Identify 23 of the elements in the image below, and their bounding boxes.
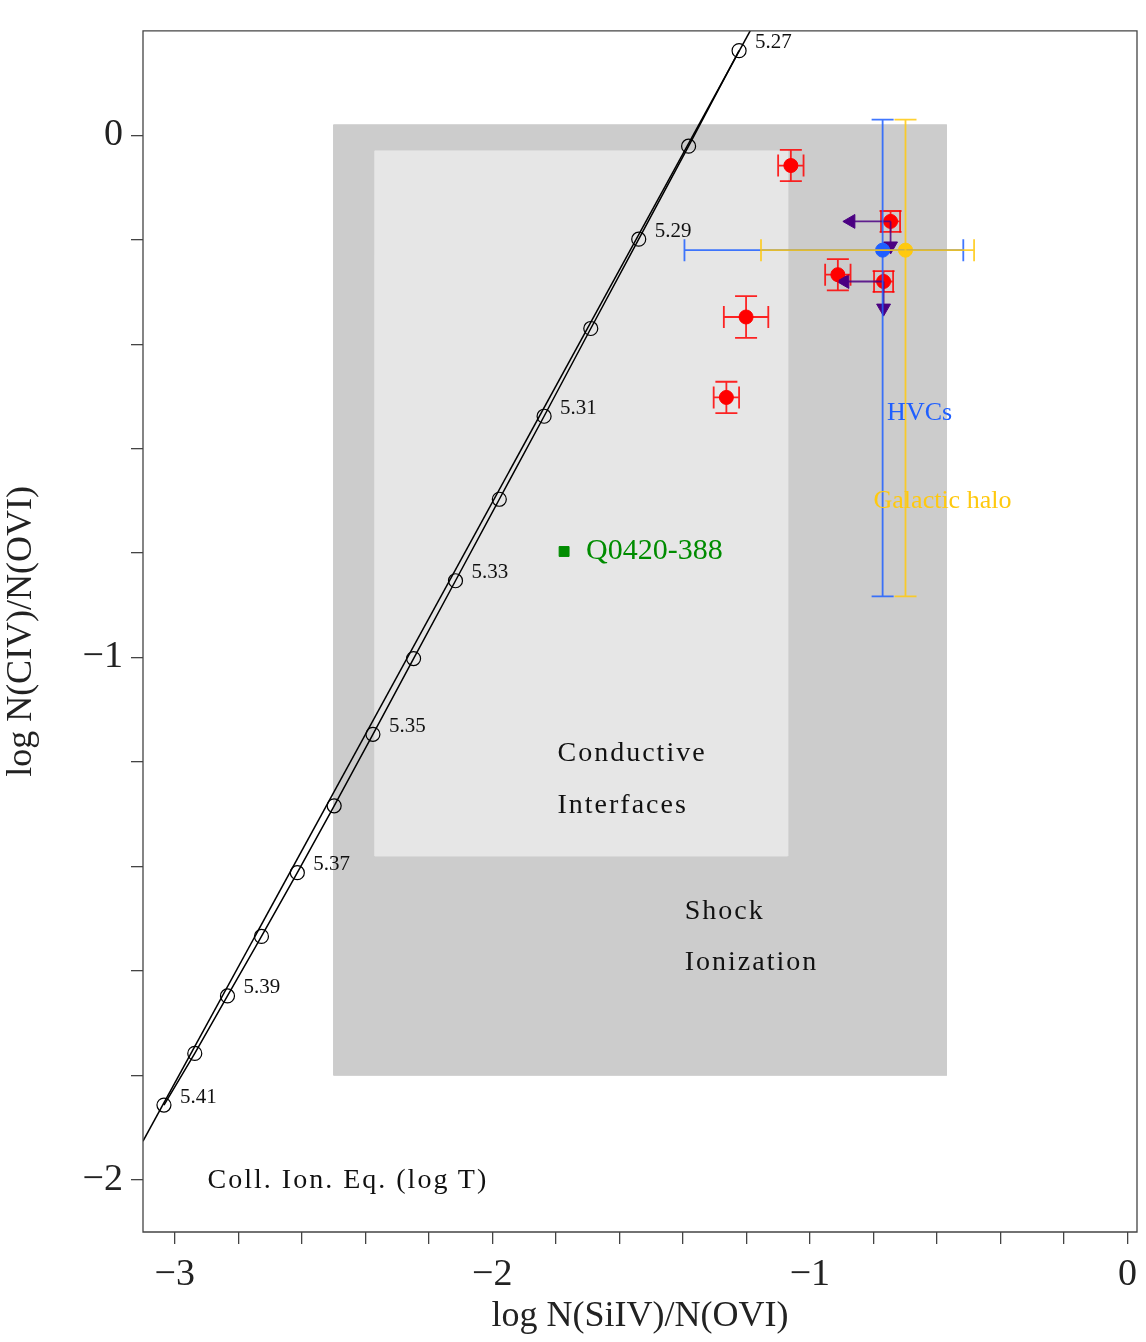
annotation: 5.39 [243,974,281,999]
annotation: 5.29 [654,217,692,242]
annotation: 5.31 [560,394,597,419]
annotation: 5.41 [179,1083,217,1108]
x-tick-label: −3 [154,1250,195,1293]
x-axis-title: log N(SiIV)/N(OVI) [491,1293,789,1334]
annotation: Interfaces [557,787,688,819]
annotation: 5.33 [471,559,509,584]
annotation: 5.35 [388,712,426,737]
x-tick-label: −2 [472,1250,513,1293]
annotation: Coll. Ion. Eq. (log T) [207,1162,489,1194]
x-tick-label: 0 [1117,1250,1137,1293]
y-tick-label: −2 [82,1155,123,1198]
annotation: 5.37 [313,851,351,876]
annotation: Conductive [557,736,707,768]
y-axis-title: log N(CIV)/N(OVI) [0,485,40,777]
y-tick-label: 0 [104,111,123,154]
x-tick-label: −1 [789,1250,831,1293]
annotation: 5.27 [755,29,792,54]
series-label: Q0420-388 [586,532,723,566]
annotation: Ionization [684,945,819,977]
y-tick-label: −1 [82,633,123,676]
annotation: Shock [684,893,765,925]
